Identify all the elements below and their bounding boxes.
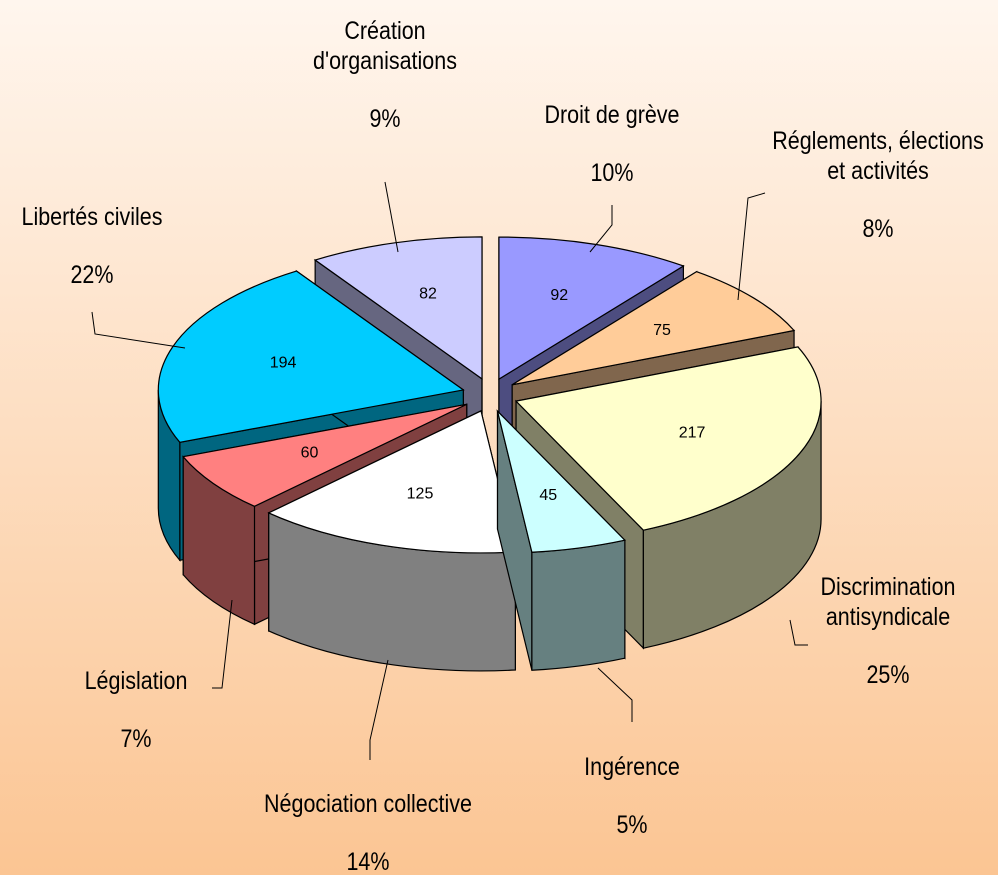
percent-label: 25% — [866, 661, 910, 689]
value-label: 75 — [653, 322, 671, 339]
category-name: Création d'organisations — [313, 17, 457, 75]
percent-label: 8% — [862, 215, 894, 243]
category-label: Négociation collective 14% — [243, 775, 492, 875]
category-name: Ingérence — [584, 753, 680, 781]
leader-line — [384, 181, 399, 253]
category-label: Législation 7% — [63, 652, 209, 768]
percent-label: 10% — [590, 159, 634, 187]
value-label: 60 — [301, 445, 319, 462]
slice-top — [514, 346, 822, 531]
value-label: 125 — [407, 485, 434, 502]
value-label: 194 — [270, 355, 297, 372]
category-label: Création d'organisations 9% — [299, 2, 471, 148]
slice-wall — [531, 539, 626, 671]
category-label: Droit de grève 10% — [526, 86, 698, 202]
slice-top — [496, 409, 627, 553]
percent-label: 9% — [369, 105, 401, 133]
category-label: Réglements, élections et activités 8% — [771, 112, 986, 258]
category-name: Droit de grève — [544, 101, 680, 129]
leader-line — [369, 659, 389, 760]
slice-top — [267, 410, 517, 554]
slice-top — [182, 403, 467, 507]
leader-line — [91, 311, 186, 349]
leader-line — [597, 667, 633, 722]
leader-line — [589, 205, 613, 253]
slice-top — [511, 270, 796, 386]
leader-line — [789, 619, 808, 646]
slice — [267, 409, 517, 672]
percent-label: 5% — [616, 811, 648, 839]
slice-top — [313, 236, 483, 381]
category-name: Législation — [84, 667, 188, 695]
category-name: Négociation collective — [264, 790, 472, 818]
value-label: 92 — [550, 287, 568, 304]
slice — [496, 409, 627, 671]
category-name: Discrimination antisyndicale — [820, 573, 956, 631]
percent-label: 22% — [70, 261, 114, 289]
value-label: 45 — [539, 487, 557, 504]
value-label: 82 — [419, 286, 437, 303]
slice-top — [157, 270, 465, 443]
leader-line — [737, 192, 766, 301]
percent-label: 7% — [120, 725, 152, 753]
category-name: Libertés civiles — [21, 203, 163, 231]
percent-label: 14% — [346, 848, 390, 875]
category-label: Ingérence 5% — [563, 738, 701, 854]
value-label: 217 — [679, 425, 706, 442]
leader-line — [212, 599, 233, 689]
category-label: Discrimination antisyndicale 25% — [793, 558, 982, 704]
category-label: Libertés civiles 22% — [6, 188, 178, 304]
category-name: Réglements, élections et activités — [772, 127, 984, 185]
